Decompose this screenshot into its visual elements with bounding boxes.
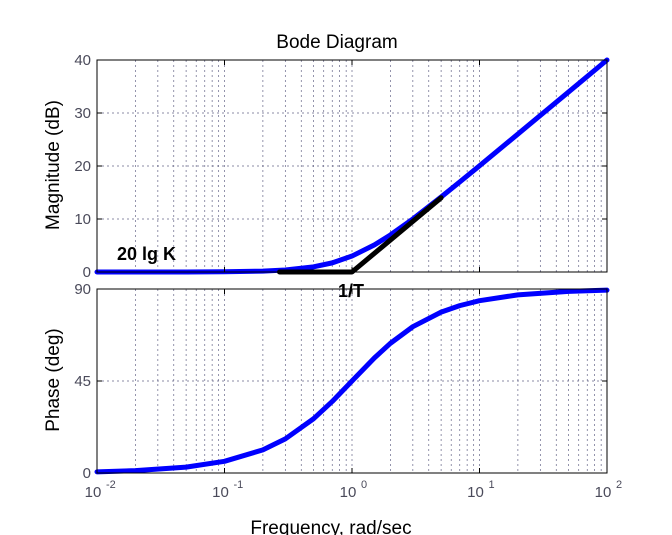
- y-tick-label: 40: [74, 52, 91, 69]
- x-axis-label: Frequency, rad/sec: [250, 518, 411, 535]
- phase-y-ticks: 0 45 90: [74, 281, 608, 482]
- phase-series: [94, 287, 610, 475]
- x-tick-label: 10: [340, 484, 357, 501]
- series-line: [94, 287, 610, 475]
- y-tick-label: 45: [74, 373, 91, 390]
- y-tick-label: 10: [74, 211, 91, 228]
- annotation-20lgk: 20 lg K: [117, 244, 176, 264]
- y-tick-label: 0: [83, 465, 91, 482]
- phase-panel: 0 45 90 10 -2 10 -1 10 0 10 1 10 2 Phase (deg) Freq…: [43, 281, 622, 535]
- annotation-corner-frequency: 1/T: [338, 281, 364, 301]
- x-tick-label: 10: [212, 484, 229, 501]
- chart-title: Bode Diagram: [276, 32, 397, 53]
- x-tick-exponent: -1: [234, 479, 244, 491]
- asymptote-line: [277, 195, 444, 275]
- y-tick-label: 0: [83, 264, 91, 281]
- magnitude-panel: 0 10 20 30 40 20 lg K 1/T Magnitude (dB): [43, 52, 610, 301]
- x-tick-exponent: 0: [361, 479, 367, 491]
- x-tick-exponent: 2: [616, 479, 622, 491]
- x-tick-label: 10: [467, 484, 484, 501]
- y-tick-label: 20: [74, 158, 91, 175]
- magnitude-grid: [97, 60, 607, 272]
- magnitude-y-axis-label: Magnitude (dB): [43, 100, 64, 230]
- y-tick-label: 90: [74, 281, 91, 298]
- x-tick-exponent: 1: [489, 479, 495, 491]
- y-tick-label: 30: [74, 105, 91, 122]
- x-tick-label: 10: [85, 484, 102, 501]
- x-tick-label: 10: [595, 484, 612, 501]
- x-tick-exponent: -2: [106, 479, 116, 491]
- frequency-x-ticks: 10 -2 10 -1 10 0 10 1 10 2: [85, 479, 622, 501]
- phase-y-axis-label: Phase (deg): [43, 328, 64, 432]
- magnitude-y-ticks: 0 10 20 30 40: [74, 52, 608, 281]
